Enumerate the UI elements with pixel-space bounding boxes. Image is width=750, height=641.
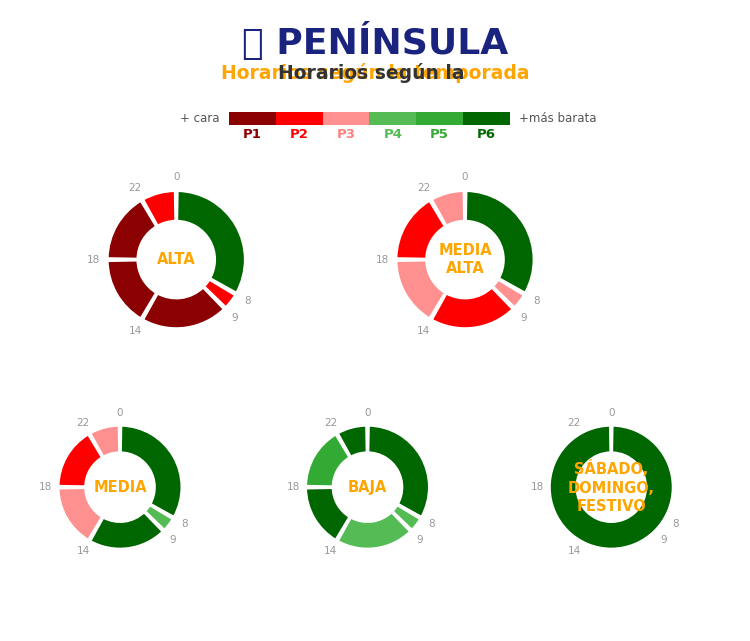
Text: 18: 18 [39,482,53,492]
Wedge shape [466,191,534,293]
Text: 9: 9 [169,535,176,545]
Text: Horarios según la temporada: Horarios según la temporada [220,63,530,83]
Wedge shape [145,505,173,530]
Wedge shape [493,279,524,308]
Text: 8: 8 [244,296,251,306]
Wedge shape [58,488,102,540]
Text: SÁBADO,
DOMINGO,
FESTIVO: SÁBADO, DOMINGO, FESTIVO [568,460,655,514]
Wedge shape [550,426,673,549]
Wedge shape [142,191,176,226]
Wedge shape [431,287,513,328]
Text: P3: P3 [337,128,356,141]
Text: 22: 22 [417,183,430,193]
Text: 14: 14 [417,326,430,336]
Text: 22: 22 [324,418,337,428]
Text: P4: P4 [383,128,402,141]
Text: 8: 8 [533,296,540,306]
Text: 8: 8 [672,519,679,529]
Text: MEDIA: MEDIA [93,479,147,495]
Wedge shape [121,426,182,517]
Text: 9: 9 [660,535,667,545]
Text: P5: P5 [430,128,449,141]
Text: 9: 9 [416,535,423,545]
Text: 0: 0 [608,408,614,418]
Wedge shape [431,191,464,226]
Wedge shape [90,426,119,457]
Text: 0: 0 [173,172,179,182]
Text: 📍 PENÍNSULA: 📍 PENÍNSULA [242,22,509,60]
Text: +más barata: +más barata [519,112,596,125]
Text: 14: 14 [128,326,142,336]
Text: MEDIA
ALTA: MEDIA ALTA [438,243,492,276]
Text: 0: 0 [364,408,370,418]
Wedge shape [142,287,224,328]
Text: 9: 9 [520,313,526,323]
Text: 18: 18 [87,254,100,265]
Text: 22: 22 [568,418,580,428]
Text: 9: 9 [231,313,238,323]
Text: Horarios según la: Horarios según la [278,63,472,83]
Text: 22: 22 [128,183,142,193]
Wedge shape [107,260,157,319]
Text: P1: P1 [243,128,262,141]
Text: BAJA: BAJA [348,479,387,495]
Text: 8: 8 [181,519,188,529]
Wedge shape [204,279,236,308]
Wedge shape [396,201,445,259]
Text: 0: 0 [117,408,123,418]
Text: ALTA: ALTA [157,252,196,267]
Text: 18: 18 [376,254,389,265]
Wedge shape [338,512,410,549]
Wedge shape [392,505,421,530]
Wedge shape [306,488,350,540]
Text: 18: 18 [286,482,300,492]
Text: 14: 14 [568,546,580,556]
Text: 14: 14 [76,546,89,556]
Wedge shape [338,426,367,457]
Text: P6: P6 [477,128,496,141]
Text: 14: 14 [324,546,337,556]
Wedge shape [177,191,245,293]
Wedge shape [58,434,102,487]
Text: 22: 22 [76,418,89,428]
Wedge shape [107,201,157,259]
Text: P2: P2 [290,128,308,141]
Text: 8: 8 [428,519,435,529]
Text: 0: 0 [462,172,468,182]
Wedge shape [306,434,350,487]
Text: + cara: + cara [180,112,220,125]
Wedge shape [396,260,445,319]
Wedge shape [90,512,163,549]
Text: 18: 18 [530,482,544,492]
Wedge shape [368,426,429,517]
